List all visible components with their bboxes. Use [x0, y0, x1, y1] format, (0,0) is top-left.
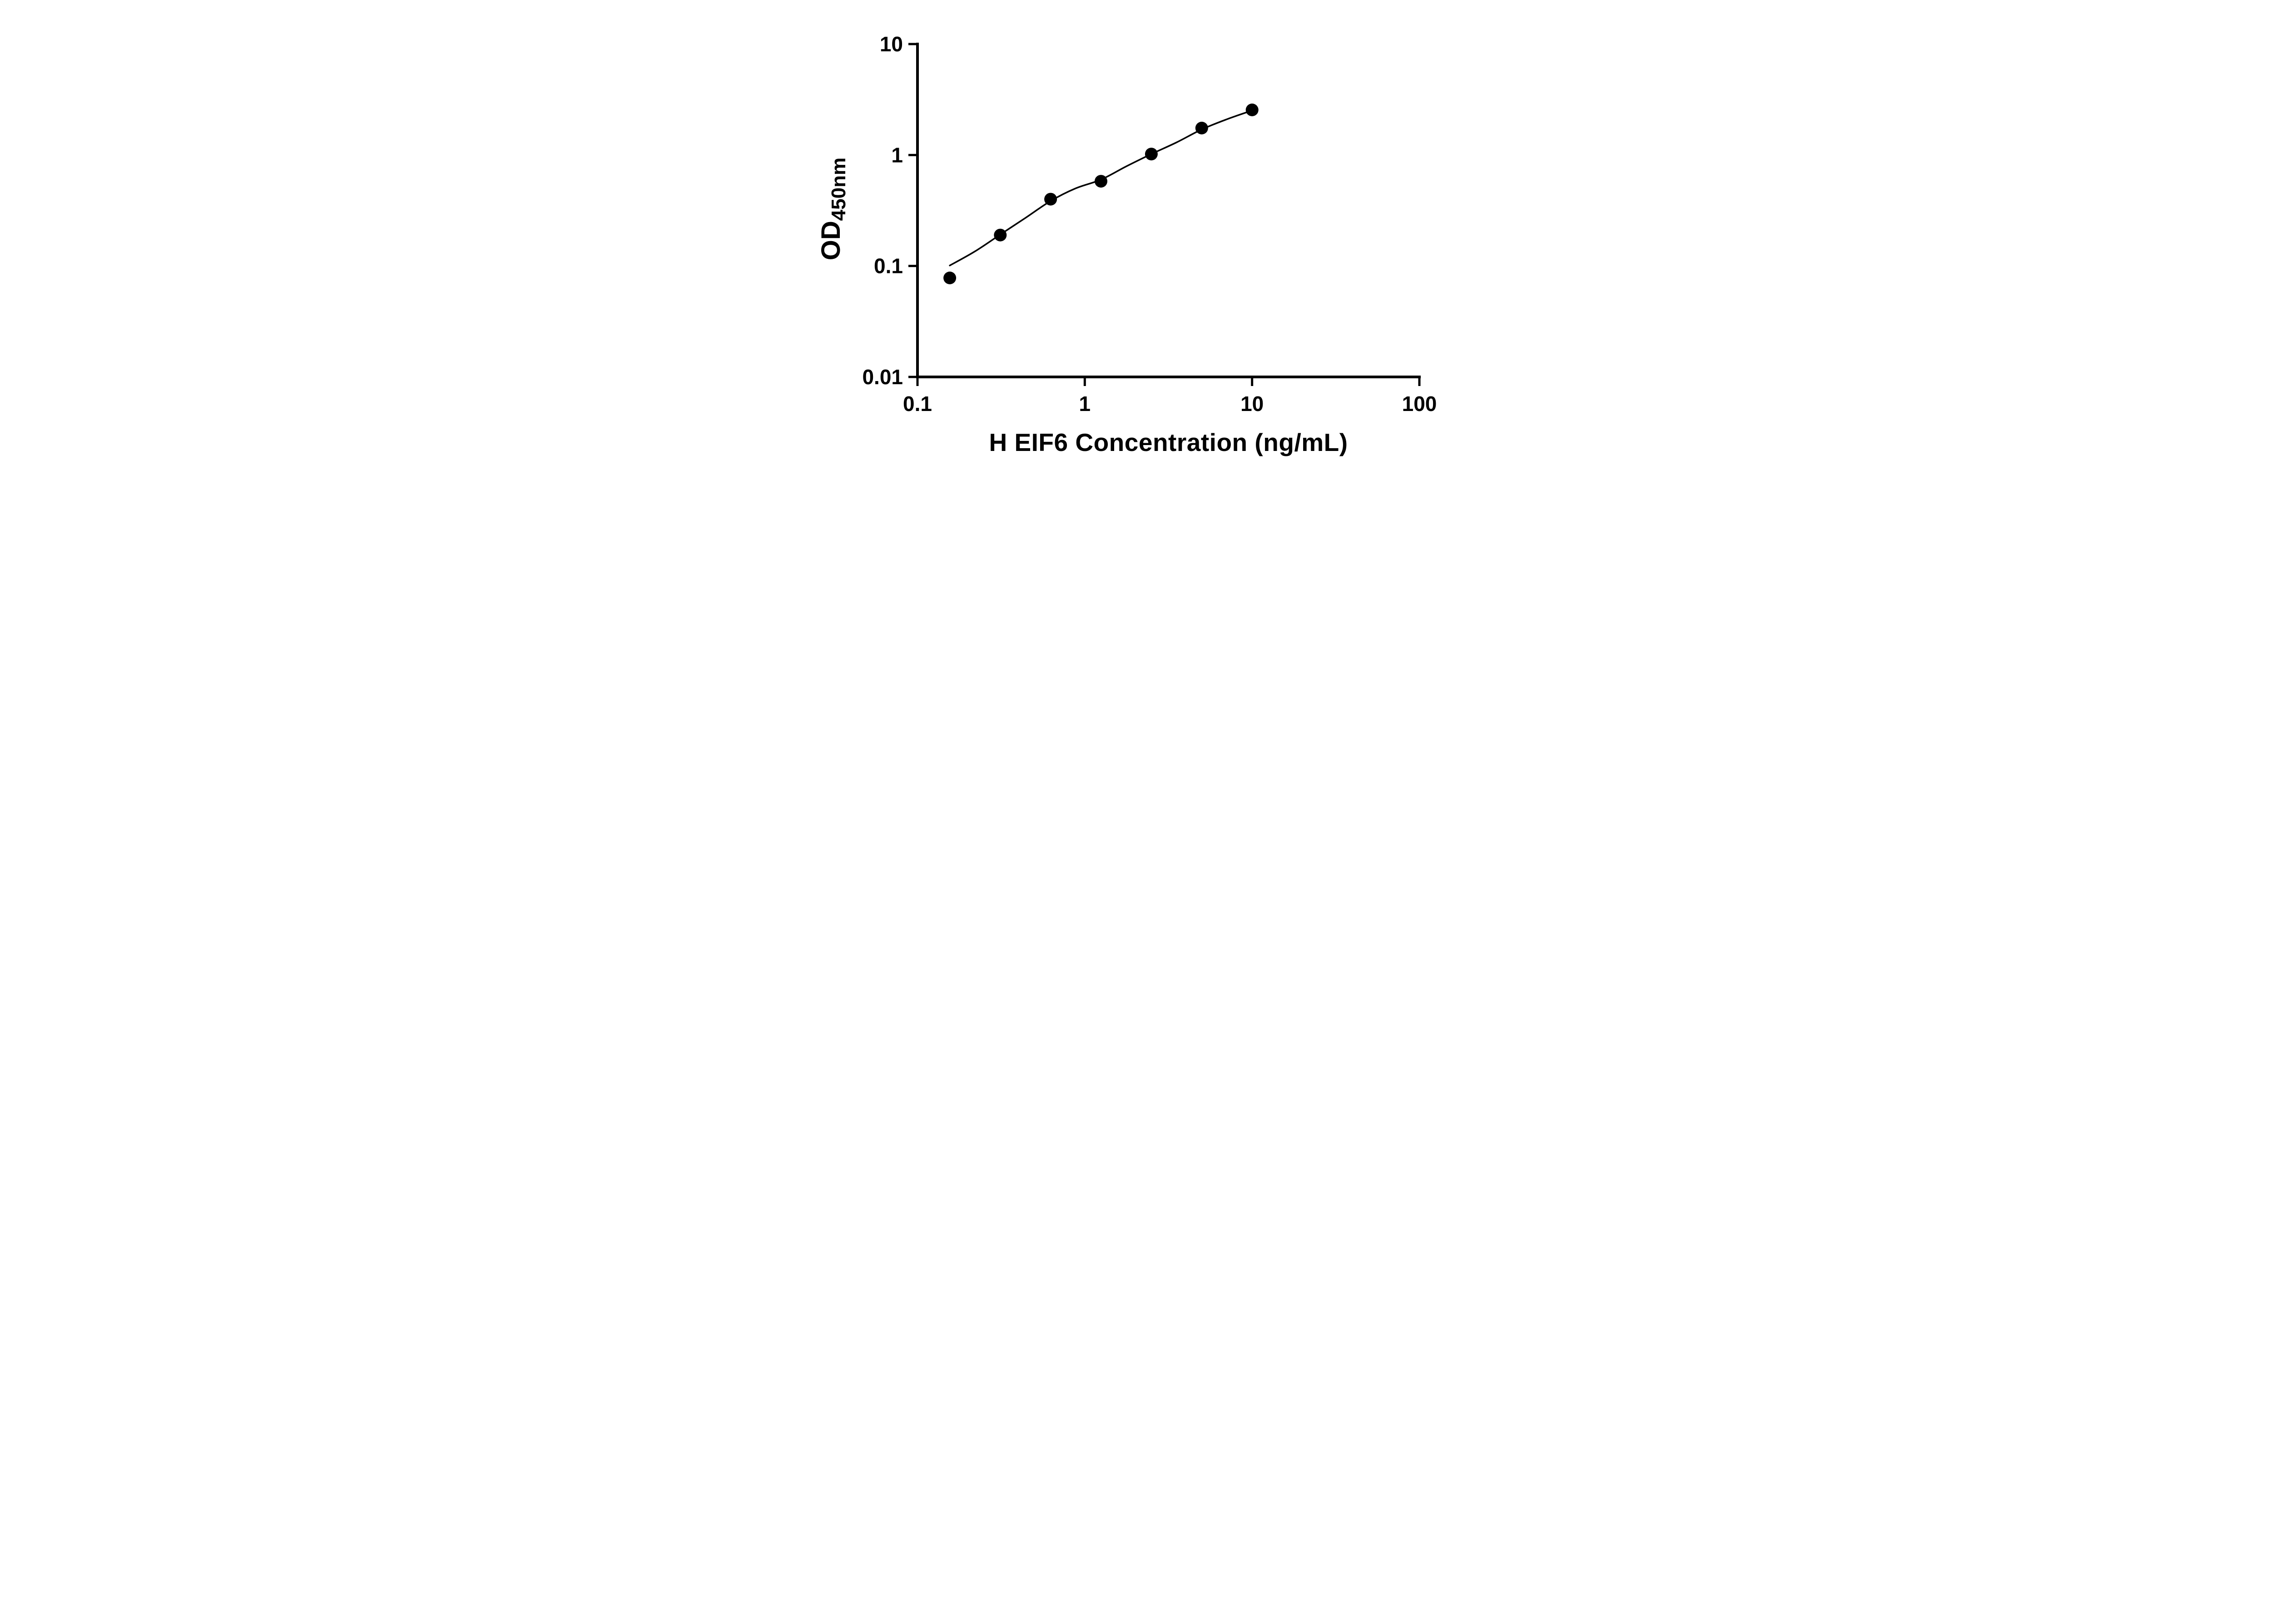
y-tick-label: 1	[891, 143, 903, 167]
elisa-standard-curve-figure: 0.1 1 10 100 10 1 0.1 0.01 OD450nm H EIF6 Conce…	[783, 0, 1488, 487]
data-point-marker	[1145, 148, 1158, 161]
data-point-marker	[1095, 175, 1107, 188]
axis-spines	[916, 43, 1421, 378]
y-tick-label: 0.1	[874, 254, 903, 278]
y-axis-title-subscript: 450nm	[828, 157, 850, 221]
y-axis-title-main: OD	[816, 221, 846, 261]
data-point-marker	[1195, 122, 1208, 134]
x-tick-label: 0.1	[903, 392, 932, 416]
x-tick-label: 10	[1240, 392, 1264, 416]
x-tick-label: 1	[1079, 392, 1091, 416]
data-point-marker	[1044, 193, 1057, 206]
y-tick-label: 10	[880, 32, 903, 56]
y-tick-label: 0.01	[862, 365, 903, 389]
data-point-marker	[943, 272, 957, 284]
data-point-marker	[994, 228, 1007, 242]
x-axis-title: H EIF6 Concentration (ng/mL)	[989, 428, 1348, 456]
data-point-marker	[1245, 104, 1259, 116]
y-axis-title: OD450nm	[813, 118, 850, 300]
fit-curve	[949, 109, 1253, 267]
x-tick-label: 100	[1402, 392, 1437, 416]
